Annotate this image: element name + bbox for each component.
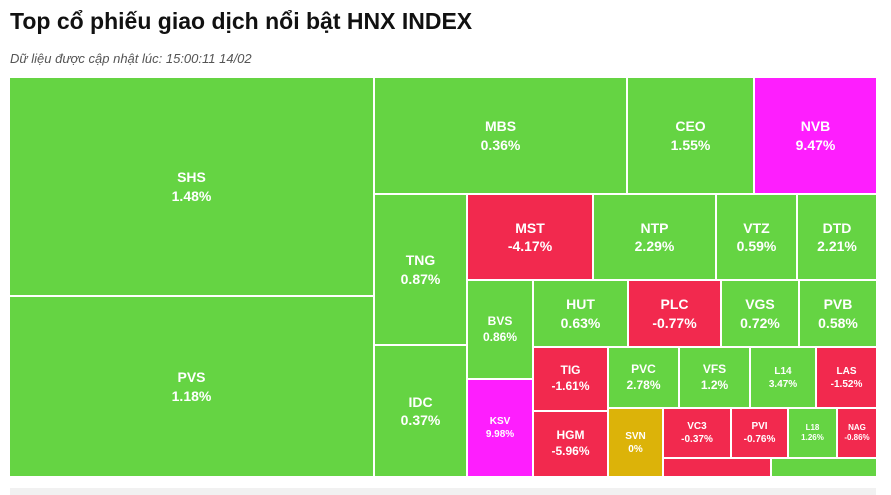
ticker-label: PVS: [177, 369, 206, 386]
tile-pvi[interactable]: PVI -0.76%: [731, 408, 788, 458]
tile-nag[interactable]: NAG -0.86%: [837, 408, 877, 458]
change-label: 9.47%: [795, 136, 836, 153]
change-label: 0.37%: [400, 412, 441, 428]
change-label: -1.52%: [830, 378, 863, 390]
tile-ceo[interactable]: CEO 1.55%: [627, 77, 754, 194]
change-label: 0.86%: [482, 329, 518, 344]
ticker-label: L14: [774, 365, 792, 377]
tile-plc[interactable]: PLC -0.77%: [628, 280, 721, 347]
change-label: 1.48%: [171, 187, 212, 204]
tile-tig[interactable]: TIG -1.61%: [533, 347, 608, 411]
last-updated-label: Dữ liệu được cập nhật lúc: 15:00:11 14/0…: [10, 51, 252, 66]
change-label: -0.76%: [743, 434, 776, 445]
change-label: -1.61%: [551, 379, 590, 393]
change-label: 2.21%: [817, 238, 857, 254]
change-label: -5.96%: [551, 444, 590, 458]
change-label: 0.36%: [480, 136, 521, 153]
ticker-label: TNG: [405, 252, 436, 269]
tile-idc[interactable]: IDC 0.37%: [374, 345, 467, 477]
ticker-label: HGM: [556, 428, 585, 443]
tile-nvb[interactable]: NVB 9.47%: [754, 77, 877, 194]
change-label: 0.59%: [736, 238, 777, 254]
tile-mst[interactable]: MST -4.17%: [467, 194, 593, 280]
tile-shs[interactable]: SHS 1.48%: [9, 77, 374, 296]
ticker-label: KSV: [489, 416, 511, 427]
change-label: 0%: [628, 443, 643, 455]
ticker-label: CEO: [675, 118, 706, 135]
page-title: Top cổ phiếu giao dịch nổi bật HNX INDEX: [10, 8, 473, 34]
change-label: 1.55%: [670, 136, 711, 153]
tile-pvb[interactable]: PVB 0.58%: [799, 280, 877, 347]
ticker-label: SVN: [625, 430, 646, 442]
bottom-divider: [10, 488, 876, 495]
change-label: 9.98%: [485, 429, 515, 440]
tile-pvs[interactable]: PVS 1.18%: [9, 296, 374, 477]
tile-hut[interactable]: HUT 0.63%: [533, 280, 628, 347]
ticker-label: TIG: [560, 363, 581, 378]
ticker-label: MST: [515, 219, 545, 236]
tile-dtd[interactable]: DTD 2.21%: [797, 194, 877, 280]
ticker-label: NAG: [848, 422, 866, 432]
ticker-label: LAS: [836, 365, 857, 377]
change-label: -0.37%: [681, 434, 713, 445]
tile-unlabeled-2[interactable]: [771, 458, 877, 477]
tile-vgs[interactable]: VGS 0.72%: [721, 280, 799, 347]
ticker-label: PVI: [751, 421, 768, 432]
ticker-label: PVC: [631, 361, 656, 376]
change-label: 2.29%: [634, 238, 675, 254]
change-label: 1.18%: [171, 387, 212, 404]
ticker-label: PVB: [823, 296, 853, 313]
ticker-label: NTP: [640, 219, 669, 236]
ticker-label: BVS: [487, 313, 513, 328]
ticker-label: L18: [805, 422, 820, 432]
tile-ntp[interactable]: NTP 2.29%: [593, 194, 716, 280]
change-label: 1.2%: [700, 377, 729, 392]
tile-l14[interactable]: L14 3.47%: [750, 347, 816, 408]
change-label: 2.78%: [626, 377, 661, 392]
change-label: 3.47%: [768, 378, 798, 390]
tile-l18[interactable]: L18 1.26%: [788, 408, 837, 458]
tile-ksv[interactable]: KSV 9.98%: [467, 379, 533, 477]
ticker-label: VC3: [687, 421, 707, 432]
tile-vtz[interactable]: VTZ 0.59%: [716, 194, 797, 280]
ticker-label: HUT: [566, 296, 595, 313]
change-label: 0.72%: [740, 314, 780, 331]
change-label: -0.86%: [844, 433, 870, 442]
ticker-label: PLC: [660, 296, 689, 313]
tile-vfs[interactable]: VFS 1.2%: [679, 347, 750, 408]
ticker-label: IDC: [408, 393, 433, 410]
change-label: -4.17%: [507, 238, 553, 254]
change-label: 0.63%: [560, 314, 601, 331]
tile-svn[interactable]: SVN 0%: [608, 408, 663, 477]
change-label: 0.87%: [400, 270, 441, 287]
change-label: 0.58%: [818, 314, 858, 331]
ticker-label: DTD: [822, 219, 852, 236]
tile-unlabeled-1[interactable]: [663, 458, 771, 477]
ticker-label: VTZ: [743, 219, 770, 236]
change-label: 1.26%: [801, 433, 824, 442]
tile-las[interactable]: LAS -1.52%: [816, 347, 877, 408]
tile-tng[interactable]: TNG 0.87%: [374, 194, 467, 345]
ticker-label: VFS: [702, 361, 727, 376]
tile-hgm[interactable]: HGM -5.96%: [533, 411, 608, 477]
change-label: -0.77%: [652, 314, 697, 331]
ticker-label: VGS: [745, 296, 775, 313]
tile-pvc[interactable]: PVC 2.78%: [608, 347, 679, 408]
ticker-label: NVB: [800, 118, 831, 135]
tile-bvs[interactable]: BVS 0.86%: [467, 280, 533, 379]
tile-vc3[interactable]: VC3 -0.37%: [663, 408, 731, 458]
tile-mbs[interactable]: MBS 0.36%: [374, 77, 627, 194]
ticker-label: MBS: [484, 118, 517, 135]
ticker-label: SHS: [177, 169, 206, 186]
